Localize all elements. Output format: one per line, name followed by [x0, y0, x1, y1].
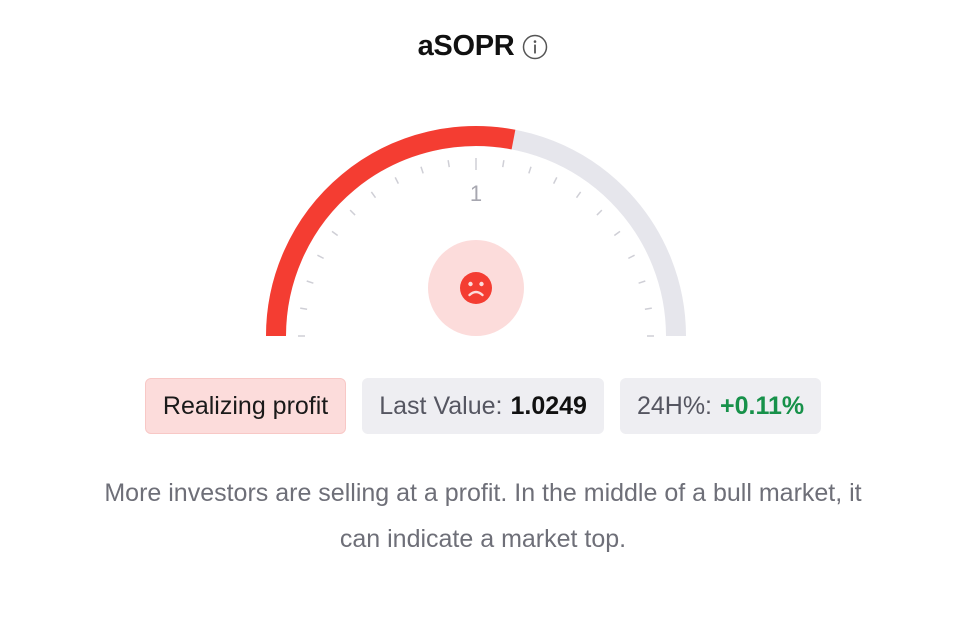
change-badge: 24H%: +0.11%: [619, 378, 822, 434]
gauge-ticks: [298, 158, 654, 337]
indicator-description: More investors are selling at a profit. …: [104, 479, 862, 553]
gauge-tick: [528, 166, 532, 174]
status-label: Realizing profit: [162, 391, 329, 420]
gauge-tick: [552, 177, 558, 184]
gauge-tick: [317, 254, 324, 260]
gauge-tick: [638, 280, 646, 284]
gauge-tick: [331, 230, 339, 237]
gauge-center-label: 1: [470, 181, 482, 206]
gauge-tick: [575, 191, 582, 199]
sentiment-gauge: 1: [266, 126, 686, 337]
status-badge: Realizing profit: [144, 378, 347, 434]
gauge-tick: [370, 191, 377, 199]
info-circle-icon[interactable]: [522, 34, 548, 60]
gauge-tick: [306, 280, 314, 284]
gauge-tick: [420, 166, 424, 174]
sentiment-face: [428, 240, 524, 336]
gauge-fill: [266, 126, 516, 337]
indicator-title: aSOPR: [417, 30, 515, 62]
gauge-tick: [613, 230, 621, 237]
gauge-tick: [502, 160, 505, 168]
gauge-tick: [628, 254, 635, 260]
gauge-tick: [596, 209, 603, 216]
gauge-tick: [394, 177, 400, 184]
change-value: +0.11%: [720, 391, 805, 420]
gauge-tick: [300, 307, 308, 310]
last-value-label: Last Value:: [379, 391, 503, 420]
gauge-tick: [349, 209, 356, 216]
sad-face-icon: [460, 272, 492, 304]
card-header: aSOPR: [0, 30, 966, 63]
gauge-tick: [644, 307, 652, 310]
stats-row: Realizing profit Last Value: 1.0249 24H%…: [0, 378, 966, 434]
last-value-badge: Last Value: 1.0249: [362, 378, 604, 434]
change-label: 24H%:: [636, 391, 712, 420]
gauge-tick: [447, 160, 450, 168]
last-value: 1.0249: [510, 391, 587, 420]
